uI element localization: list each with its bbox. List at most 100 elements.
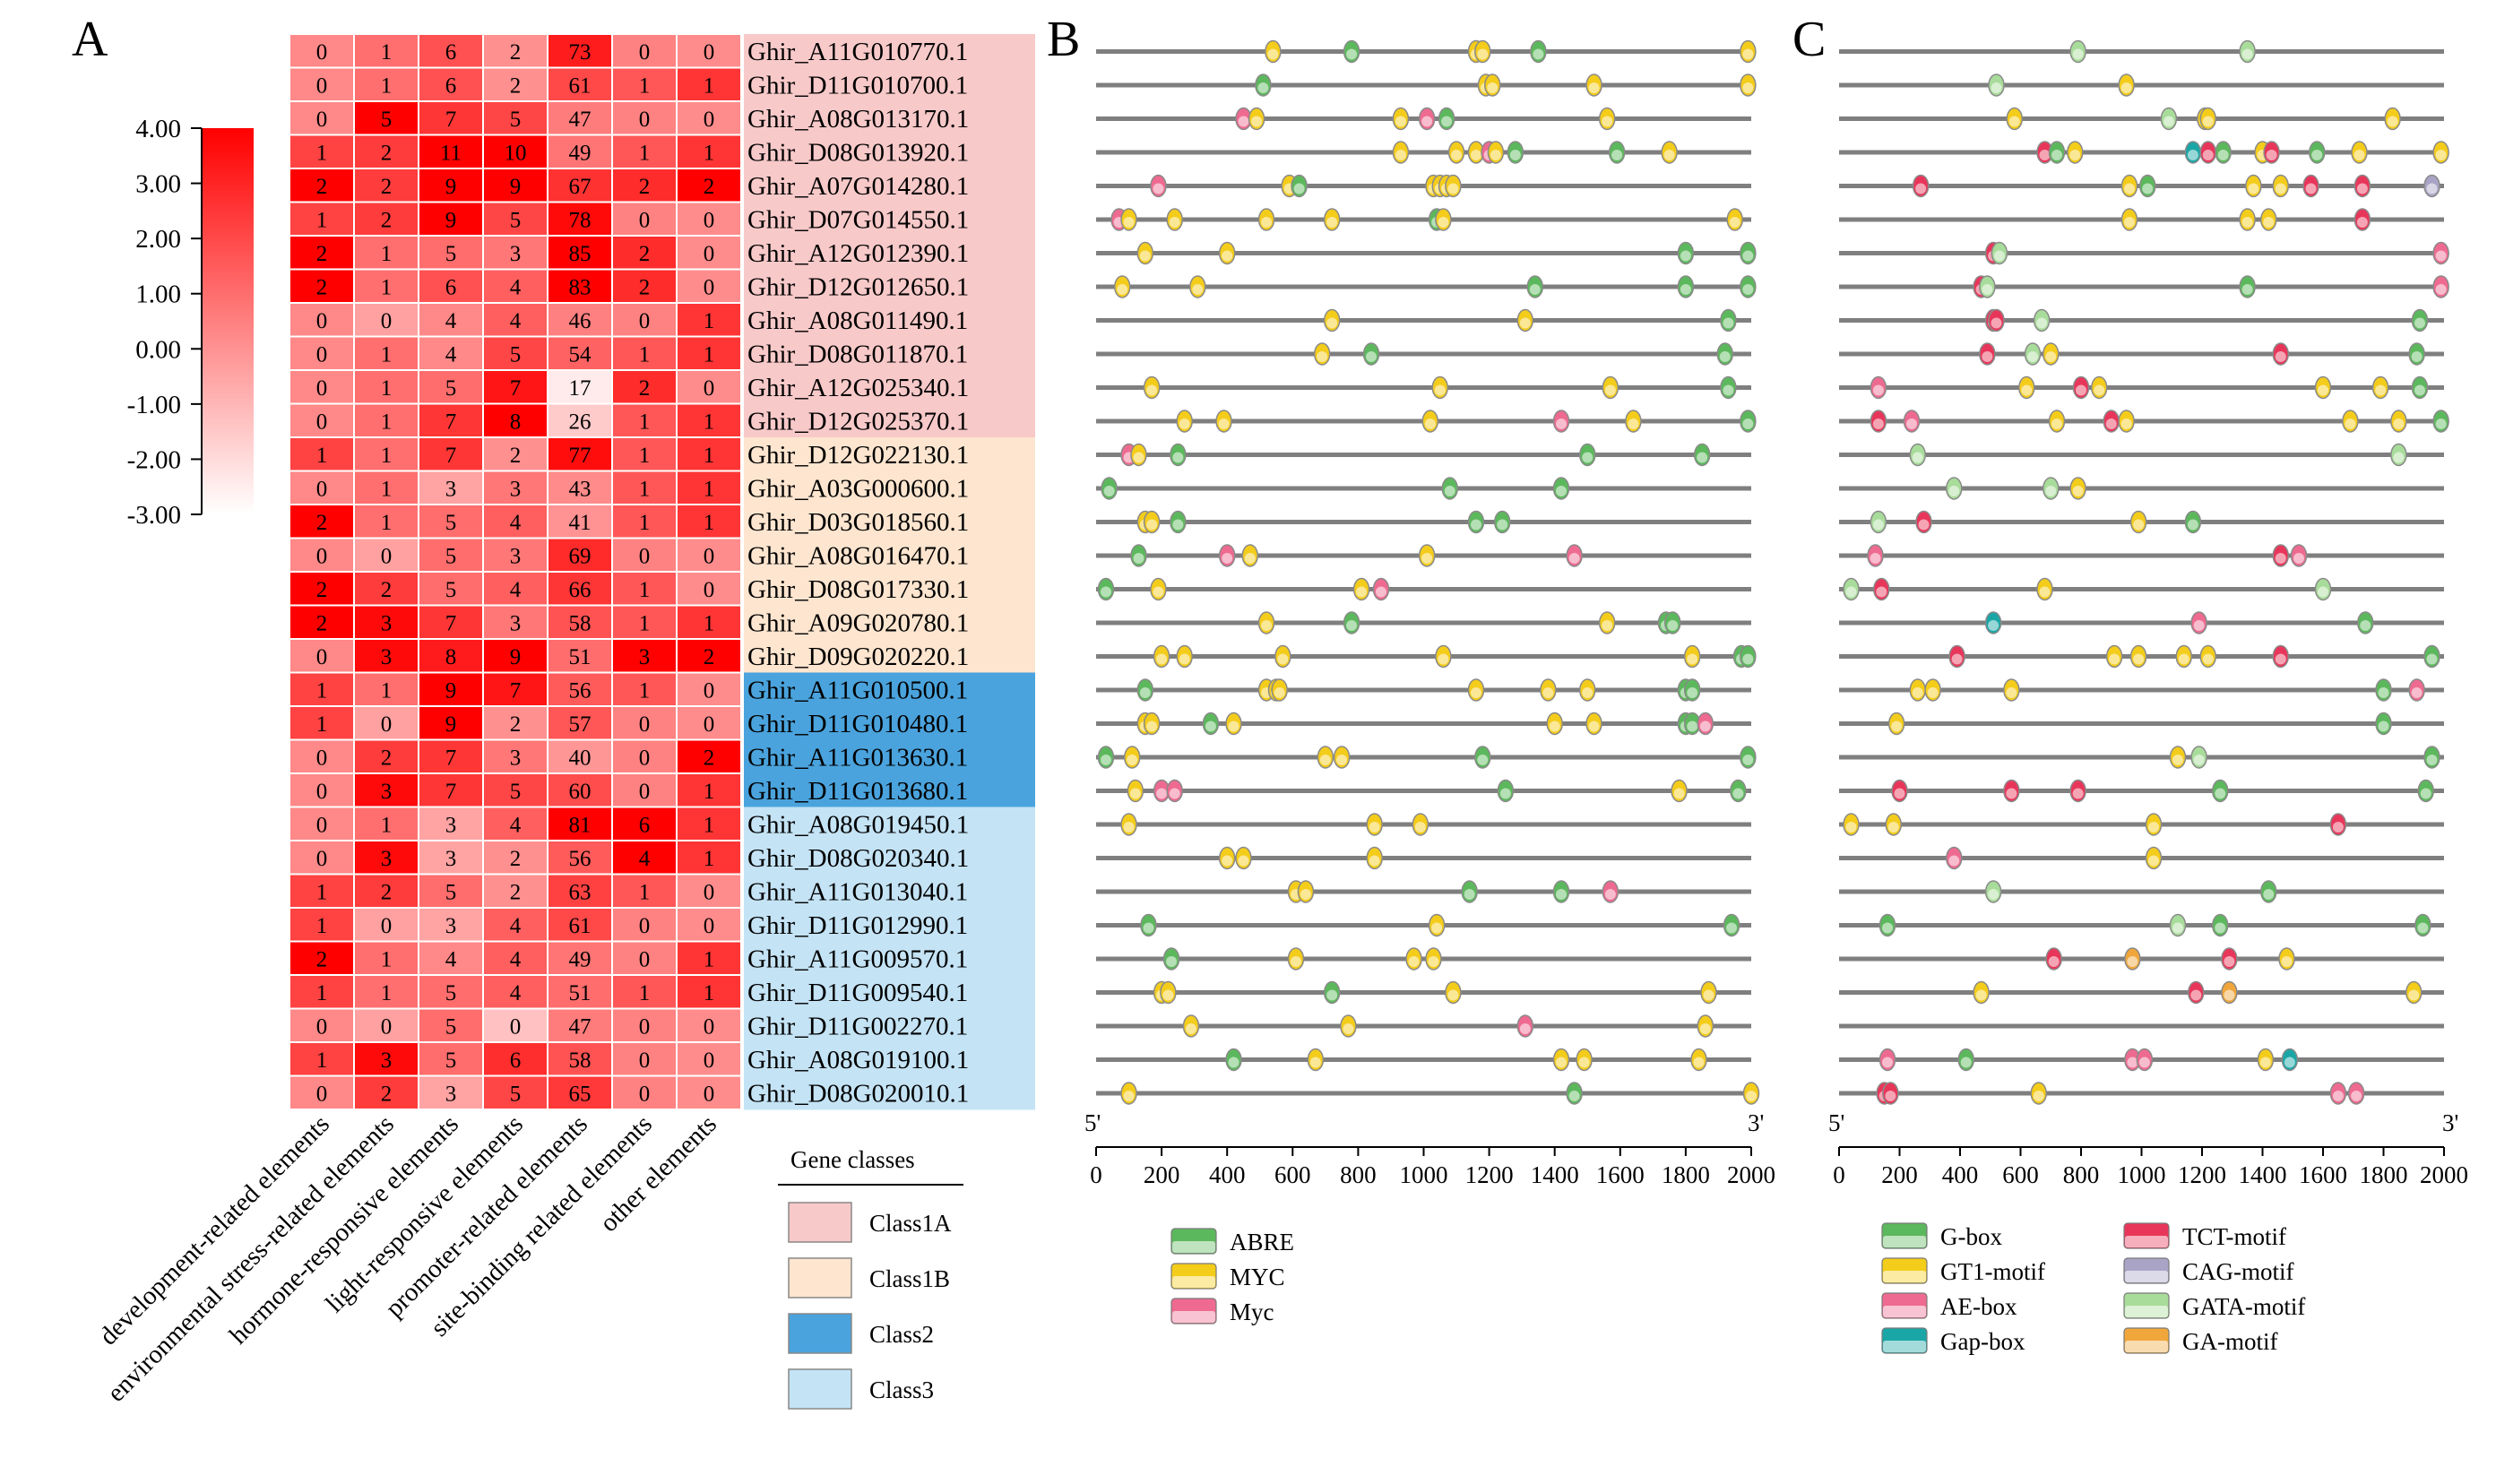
panel-c-motif-highlight: [2190, 989, 2202, 1001]
heatmap-cell: [676, 738, 742, 774]
panel-c-motif-highlight: [2311, 150, 2323, 160]
panel-c-motif-highlight: [2224, 989, 2235, 1001]
panel-c-motif-highlight: [2345, 418, 2356, 429]
panel-c-motif-highlight: [2275, 553, 2286, 564]
heatmap-cell: [611, 504, 678, 539]
heatmap-cell-value: 0: [704, 914, 715, 938]
heatmap-cell-value: 7: [510, 376, 522, 401]
panel-b-motif-highlight: [1444, 486, 1455, 496]
heatmap-cell-value: 6: [445, 73, 457, 98]
heatmap-cell: [547, 1041, 613, 1077]
panel-b-motif-highlight: [1667, 620, 1679, 631]
panel-c-motif-highlight: [2275, 183, 2286, 194]
heatmap-cell-value: 67: [569, 175, 592, 199]
gene-class-band: [744, 941, 1035, 976]
heatmap-cell-value: 2: [510, 712, 522, 737]
heatmap-cell-value: 0: [381, 712, 393, 737]
panel-c-motif-highlight: [1876, 586, 1887, 598]
panel-c-motif-highlight: [2241, 217, 2253, 228]
panel-b-motif-highlight: [1421, 116, 1433, 127]
gene-class-band: [744, 773, 1035, 807]
heatmap-cell-value: 2: [381, 208, 393, 232]
panel-b-motif-highlight: [1746, 1091, 1757, 1101]
heatmap-cell: [482, 235, 548, 271]
panel-c-motif-highlight: [2393, 418, 2405, 429]
panel-c-legend-swatch-shine: [2125, 1341, 2168, 1352]
panel-b-motif-highlight: [1680, 284, 1691, 295]
heatmap-cell-value: 11: [440, 141, 462, 165]
heatmap: 0 1 6 2 73 0 00 1 6 2 61 1 10 5 7 5 47 0 01 2 11 10 49 1 12 2 9 9 67…: [289, 33, 742, 1110]
heatmap-cell-value: 1: [381, 40, 393, 65]
panel-b-legend-swatch-shine: [1172, 1241, 1215, 1253]
gene-class-band: [744, 168, 1035, 203]
panel-c-motif-highlight: [2378, 720, 2389, 732]
heatmap-cell-value: 2: [639, 175, 651, 199]
heatmap-cell-value: 3: [445, 477, 457, 501]
panel-c-motif-highlight: [2414, 384, 2425, 396]
heatmap-cell-value: 0: [639, 108, 651, 132]
panel-b-motif-highlight: [1261, 620, 1273, 631]
heatmap-cell-value: 78: [569, 208, 592, 232]
heatmap-cell: [676, 806, 742, 841]
heatmap-cell-value: 7: [445, 611, 457, 635]
heatmap-cell: [547, 302, 613, 338]
gene-label: Ghir_D11G009540.1: [747, 979, 968, 1007]
class-label: Class2: [869, 1321, 934, 1348]
heatmap-cell-value: 0: [704, 40, 715, 65]
heatmap-cell-value: 6: [510, 1048, 522, 1073]
heatmap-cell-value: 2: [381, 141, 393, 165]
gene-class-band: [744, 437, 1035, 471]
heatmap-cell-value: 7: [510, 678, 522, 703]
heatmap-cell-value: 1: [381, 444, 393, 468]
panel-c-motif-highlight: [2393, 452, 2405, 463]
panel-b-motif-highlight: [1582, 687, 1593, 698]
panel-c-motif-highlight: [2124, 183, 2135, 194]
heatmap-cell: [353, 268, 419, 304]
panel-c-motif-highlight: [2076, 384, 2086, 396]
panel-b-legend-label: MYC: [1230, 1264, 1285, 1290]
panel-c-motif-highlight: [2033, 1091, 2044, 1101]
panel-c-legend-label: CAG-motif: [2182, 1258, 2294, 1285]
heatmap-cell-value: 5: [510, 1082, 522, 1106]
heatmap-cell-value: 6: [445, 275, 457, 299]
panel-b-x-tick-label: 400: [1209, 1161, 1246, 1188]
panel-b-motif-highlight: [1687, 720, 1698, 732]
panel-c-motif-highlight: [1845, 586, 1857, 598]
heatmap-cell-value: 5: [510, 342, 522, 367]
heatmap-cell-value: 1: [639, 578, 651, 602]
panel-c-motif-highlight: [1988, 620, 1999, 631]
heatmap-cell: [547, 504, 613, 539]
heatmap-cell: [418, 705, 484, 741]
panel-c-motif-highlight: [2375, 384, 2387, 396]
heatmap-cell: [611, 268, 678, 304]
heatmap-cell: [289, 201, 355, 237]
panel-c-motif-highlight: [2027, 351, 2038, 362]
heatmap-cell-value: 0: [704, 1082, 715, 1106]
panel-b-motif-highlight: [1470, 150, 1481, 160]
heatmap-cell: [676, 302, 742, 338]
heatmap-cell: [482, 1074, 548, 1110]
panel-c-legend-swatch-shine: [1883, 1341, 1926, 1352]
panel-b-x-tick-label: 800: [1340, 1161, 1377, 1188]
heatmap-cell: [676, 402, 742, 438]
panel-c-motif-highlight: [2120, 82, 2132, 93]
panel-c-x-tick-label: 1600: [2299, 1161, 2347, 1188]
heatmap-cell-value: 7: [445, 746, 457, 770]
panel-b-motif-highlight: [1139, 687, 1151, 698]
heatmap-cell: [611, 738, 678, 774]
heatmap-cell-value: 77: [569, 444, 592, 468]
heatmap-cell-value: 0: [639, 40, 651, 65]
heatmap-cell-value: 1: [316, 678, 328, 703]
panel-b-motif-highlight: [1477, 48, 1489, 60]
gene-label: Ghir_D11G010700.1: [747, 71, 968, 99]
gene-class-band: [744, 639, 1035, 673]
gene-class-band: [744, 269, 1035, 304]
heatmap-cell-value: 9: [445, 678, 457, 703]
heatmap-cell-value: 2: [510, 847, 522, 871]
panel-c-motif-highlight: [2051, 150, 2062, 160]
panel-b-motif-highlight: [1604, 384, 1616, 396]
gene-class-band: [744, 841, 1035, 875]
panel-b-motif-highlight: [1123, 1091, 1135, 1101]
panel-b-motif-highlight: [1497, 519, 1508, 531]
heatmap-cell: [482, 806, 548, 841]
